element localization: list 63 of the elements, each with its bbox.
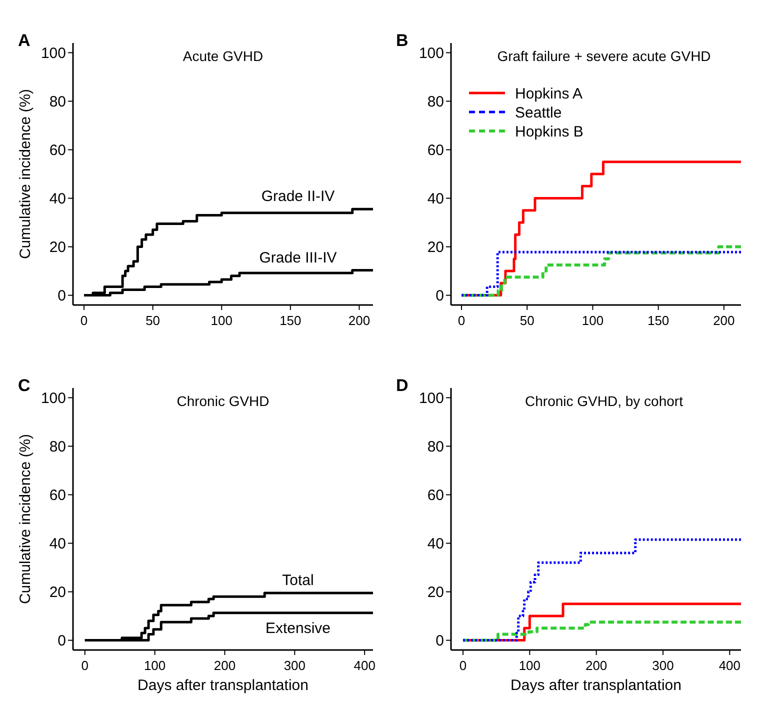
y-tick-label: 60 bbox=[49, 142, 66, 159]
y-tick-label: 60 bbox=[427, 486, 444, 504]
y-tick-label: 20 bbox=[49, 584, 66, 602]
y-tick-label: 20 bbox=[427, 239, 444, 256]
y-tick-label: 0 bbox=[58, 288, 66, 305]
y-tick-label: 40 bbox=[49, 190, 66, 208]
x-tick-label: 50 bbox=[146, 313, 160, 328]
x-tick-label: 100 bbox=[582, 313, 604, 328]
legend-label: Hopkins A bbox=[515, 85, 583, 102]
x-tick-label: 200 bbox=[214, 658, 236, 673]
x-tick-label: 200 bbox=[713, 313, 735, 328]
series-label: Total bbox=[282, 572, 314, 589]
chart-title: Chronic GVHD bbox=[176, 393, 270, 409]
x-tick-label: 150 bbox=[647, 313, 670, 328]
x-tick-label: 50 bbox=[520, 313, 534, 328]
x-axis-title: Days after transplantation bbox=[510, 677, 682, 694]
series-label: Grade II-IV bbox=[261, 188, 335, 206]
y-tick-label: 80 bbox=[427, 93, 444, 110]
text: B bbox=[396, 31, 408, 50]
x-tick-label: 300 bbox=[284, 658, 306, 673]
y-tick-label: 40 bbox=[427, 536, 444, 553]
x-tick-label: 100 bbox=[518, 658, 541, 673]
y-tick-label: 40 bbox=[427, 190, 444, 208]
y-axis-title: Cumulative incidence (%) bbox=[17, 434, 34, 604]
series-label: Grade III-IV bbox=[259, 249, 337, 266]
chart-title: Acute GVHD bbox=[182, 48, 264, 64]
y-tick-label: 0 bbox=[58, 632, 66, 650]
y-tick-label: 20 bbox=[427, 584, 444, 602]
legend-label: Hopkins B bbox=[515, 123, 584, 140]
chart-title: Graft failure + severe acute GVHD bbox=[497, 48, 711, 64]
legend-label: Seattle bbox=[515, 104, 562, 122]
y-tick-label: 60 bbox=[427, 142, 444, 159]
x-tick-label: 150 bbox=[280, 313, 302, 328]
chart-title: Chronic GVHD, by cohort bbox=[525, 393, 684, 409]
y-tick-label: 0 bbox=[436, 632, 444, 650]
y-tick-label: 60 bbox=[49, 486, 66, 504]
text: A bbox=[18, 31, 30, 50]
text: D bbox=[396, 376, 408, 395]
y-tick-label: 80 bbox=[427, 438, 444, 456]
y-tick-label: 100 bbox=[40, 390, 66, 407]
y-axis-title: Cumulative incidence (%) bbox=[17, 88, 34, 260]
x-tick-label: 100 bbox=[144, 658, 166, 673]
series-label: Extensive bbox=[265, 620, 331, 637]
x-tick-label: 0 bbox=[81, 658, 89, 673]
x-tick-label: 400 bbox=[718, 658, 741, 673]
text: C bbox=[18, 376, 30, 395]
x-tick-label: 400 bbox=[354, 658, 376, 673]
x-tick-label: 0 bbox=[458, 313, 466, 328]
x-tick-label: 300 bbox=[652, 658, 674, 673]
x-tick-label: 0 bbox=[459, 658, 467, 673]
y-tick-label: 80 bbox=[49, 438, 66, 456]
x-axis-title: Days after transplantation bbox=[138, 677, 308, 694]
y-tick-label: 0 bbox=[436, 288, 444, 305]
x-tick-label: 200 bbox=[348, 313, 370, 328]
x-tick-label: 200 bbox=[585, 658, 608, 673]
y-tick-label: 80 bbox=[49, 93, 66, 110]
x-tick-label: 0 bbox=[80, 313, 88, 328]
y-tick-label: 20 bbox=[49, 239, 66, 256]
x-tick-label: 100 bbox=[210, 313, 232, 328]
y-tick-label: 100 bbox=[418, 44, 444, 62]
y-tick-label: 100 bbox=[418, 390, 444, 407]
y-tick-label: 100 bbox=[40, 44, 66, 62]
y-tick-label: 40 bbox=[49, 536, 66, 553]
